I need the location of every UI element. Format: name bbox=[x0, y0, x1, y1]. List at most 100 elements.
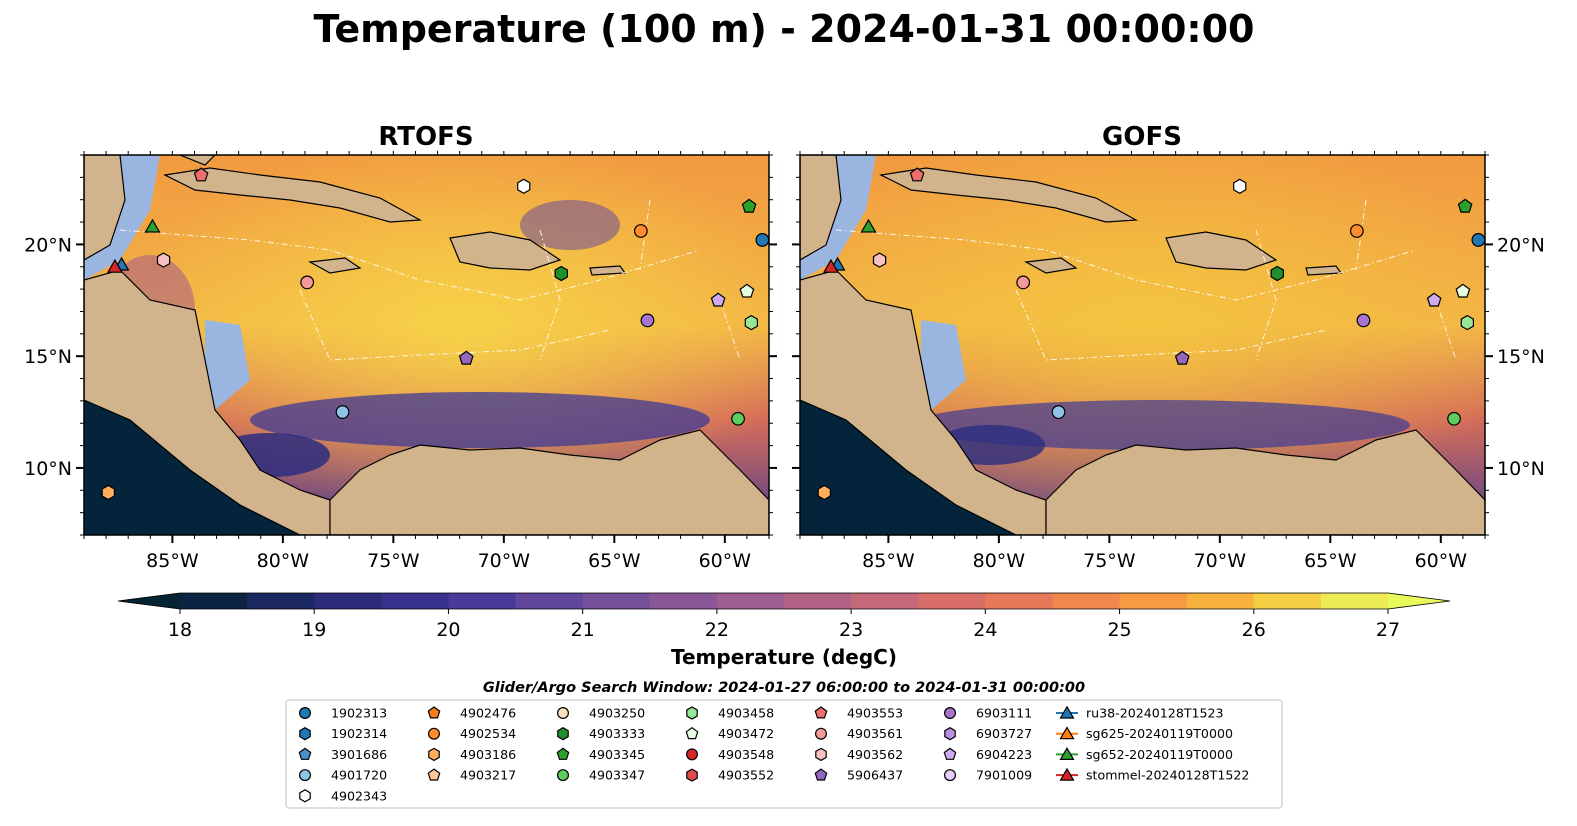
observation-marker[interactable] bbox=[633, 224, 648, 238]
legend-marker bbox=[427, 768, 441, 781]
observation-marker[interactable] bbox=[1349, 224, 1364, 238]
legend-label: 4903250 bbox=[589, 706, 645, 721]
colorbar-tick-label: 22 bbox=[705, 619, 729, 641]
colorbar-bin bbox=[1052, 593, 1121, 609]
legend-label: 4902343 bbox=[331, 788, 387, 803]
legend-label: 4903347 bbox=[589, 768, 645, 783]
legend-marker bbox=[1059, 705, 1075, 719]
legend-entry: 4903186 bbox=[428, 747, 516, 762]
observation-marker[interactable] bbox=[554, 265, 569, 282]
lat-tick-label: 10°N bbox=[24, 458, 72, 480]
shelf-area bbox=[921, 320, 966, 410]
colorbar: 18 19 20 21 22 23 24 25 26 27 Temperature (degC) bbox=[117, 592, 1451, 669]
map-area-gofs[interactable] bbox=[800, 155, 1485, 535]
colorbar-bins bbox=[180, 593, 1389, 609]
observation-markers bbox=[101, 167, 770, 501]
legend-marker bbox=[943, 747, 957, 760]
colorbar-tick-label: 27 bbox=[1376, 619, 1400, 641]
legend-marker bbox=[943, 769, 956, 782]
colorbar-label: Temperature (degC) bbox=[671, 645, 897, 669]
observation-marker[interactable] bbox=[1174, 350, 1190, 365]
map-panel-rtofs: RTOFS 85°W 80°W 75°W 70°W 65°W 60°W 20°N 15°N 10… bbox=[24, 122, 777, 572]
land-hispaniola bbox=[449, 231, 562, 271]
legend-label: 5906437 bbox=[847, 768, 903, 783]
legend-entry: 4903562 bbox=[815, 747, 903, 762]
legend-marker bbox=[686, 768, 698, 782]
legend-marker bbox=[556, 769, 569, 782]
observation-marker[interactable] bbox=[1016, 275, 1031, 290]
observation-marker[interactable] bbox=[1471, 233, 1486, 247]
colorbar-tick-label: 23 bbox=[839, 619, 863, 641]
legend-box bbox=[285, 699, 1283, 809]
observation-marker[interactable] bbox=[144, 218, 161, 233]
observation-marker[interactable] bbox=[1457, 198, 1473, 213]
legend-label: 4903548 bbox=[718, 747, 774, 762]
observation-marker[interactable] bbox=[1460, 314, 1475, 331]
legend-label: 4903217 bbox=[460, 768, 516, 783]
observation-marker[interactable] bbox=[640, 313, 655, 328]
legend-entry: 4903548 bbox=[685, 747, 774, 762]
observation-marker[interactable] bbox=[817, 484, 832, 501]
legend-label: stommel-20240128T1522 bbox=[1086, 768, 1249, 783]
observation-marker[interactable] bbox=[822, 258, 839, 273]
legend-entry: 4903458 bbox=[686, 706, 774, 721]
panel-title-gofs: GOFS bbox=[1102, 122, 1182, 152]
colorbar-bin bbox=[851, 593, 919, 609]
colorbar-tick-label: 20 bbox=[436, 619, 460, 641]
legend-label: 4903333 bbox=[589, 726, 645, 741]
observation-marker[interactable] bbox=[710, 292, 726, 307]
observation-marker[interactable] bbox=[909, 167, 925, 182]
lon-tick-label: 60°W bbox=[699, 550, 752, 572]
observation-marker[interactable] bbox=[335, 405, 350, 419]
observation-marker[interactable] bbox=[1447, 411, 1461, 426]
observation-marker[interactable] bbox=[755, 233, 770, 247]
colorbar-tick-label: 19 bbox=[302, 619, 326, 641]
observation-marker[interactable] bbox=[872, 252, 887, 268]
observation-marker[interactable] bbox=[106, 258, 123, 273]
legend-entry: sg625-20240119T0000 bbox=[1056, 726, 1233, 741]
observation-marker[interactable] bbox=[156, 252, 171, 268]
lon-tick-label: 75°W bbox=[1083, 550, 1136, 572]
legend-label: 4903472 bbox=[718, 726, 774, 741]
observation-marker[interactable] bbox=[1356, 313, 1371, 328]
legend-marker bbox=[944, 727, 956, 741]
legend-marker bbox=[1059, 747, 1075, 761]
map-frame bbox=[799, 154, 1486, 536]
observation-marker[interactable] bbox=[193, 167, 209, 182]
legend-label: sg652-20240119T0000 bbox=[1086, 747, 1233, 762]
observation-marker[interactable] bbox=[1233, 178, 1247, 194]
colorbar-bin bbox=[515, 593, 584, 609]
land-central-america bbox=[800, 269, 1047, 535]
observation-marker[interactable] bbox=[1455, 283, 1471, 298]
colorbar-bin bbox=[1186, 593, 1255, 609]
legend-entry: 4901720 bbox=[299, 768, 387, 783]
observation-marker[interactable] bbox=[860, 218, 877, 233]
observation-marker[interactable] bbox=[1426, 292, 1442, 307]
colorbar-tick-label: 26 bbox=[1242, 619, 1266, 641]
legend-label: 4903186 bbox=[460, 747, 516, 762]
legend-entry: 4903345 bbox=[556, 747, 645, 762]
colorbar-ticks: 18 19 20 21 22 23 24 25 26 27 bbox=[168, 609, 1400, 641]
legend-marker bbox=[299, 789, 311, 803]
legend-marker bbox=[298, 747, 312, 760]
observation-marker[interactable] bbox=[300, 275, 315, 290]
legend-label: 4903553 bbox=[847, 706, 903, 721]
observation-marker[interactable] bbox=[1270, 265, 1285, 282]
observation-marker[interactable] bbox=[517, 178, 531, 194]
observation-marker[interactable] bbox=[101, 484, 116, 501]
figure-title: Temperature (100 m) - 2024-01-31 00:00:0… bbox=[313, 7, 1254, 51]
lon-tick-label: 65°W bbox=[588, 550, 641, 572]
colorbar-bin bbox=[716, 593, 785, 609]
observation-marker[interactable] bbox=[1051, 405, 1066, 419]
legend-label: 4903562 bbox=[847, 747, 903, 762]
observation-marker[interactable] bbox=[731, 411, 745, 426]
legend-label: 6903111 bbox=[976, 706, 1032, 721]
observation-marker[interactable] bbox=[741, 198, 757, 213]
observation-marker[interactable] bbox=[744, 314, 759, 331]
observation-marker[interactable] bbox=[458, 350, 474, 365]
legend-label: 4903552 bbox=[718, 768, 774, 783]
legend-marker bbox=[814, 768, 828, 781]
lon-tick-label: 70°W bbox=[478, 550, 531, 572]
map-area-rtofs[interactable] bbox=[84, 155, 769, 535]
observation-marker[interactable] bbox=[739, 283, 755, 298]
